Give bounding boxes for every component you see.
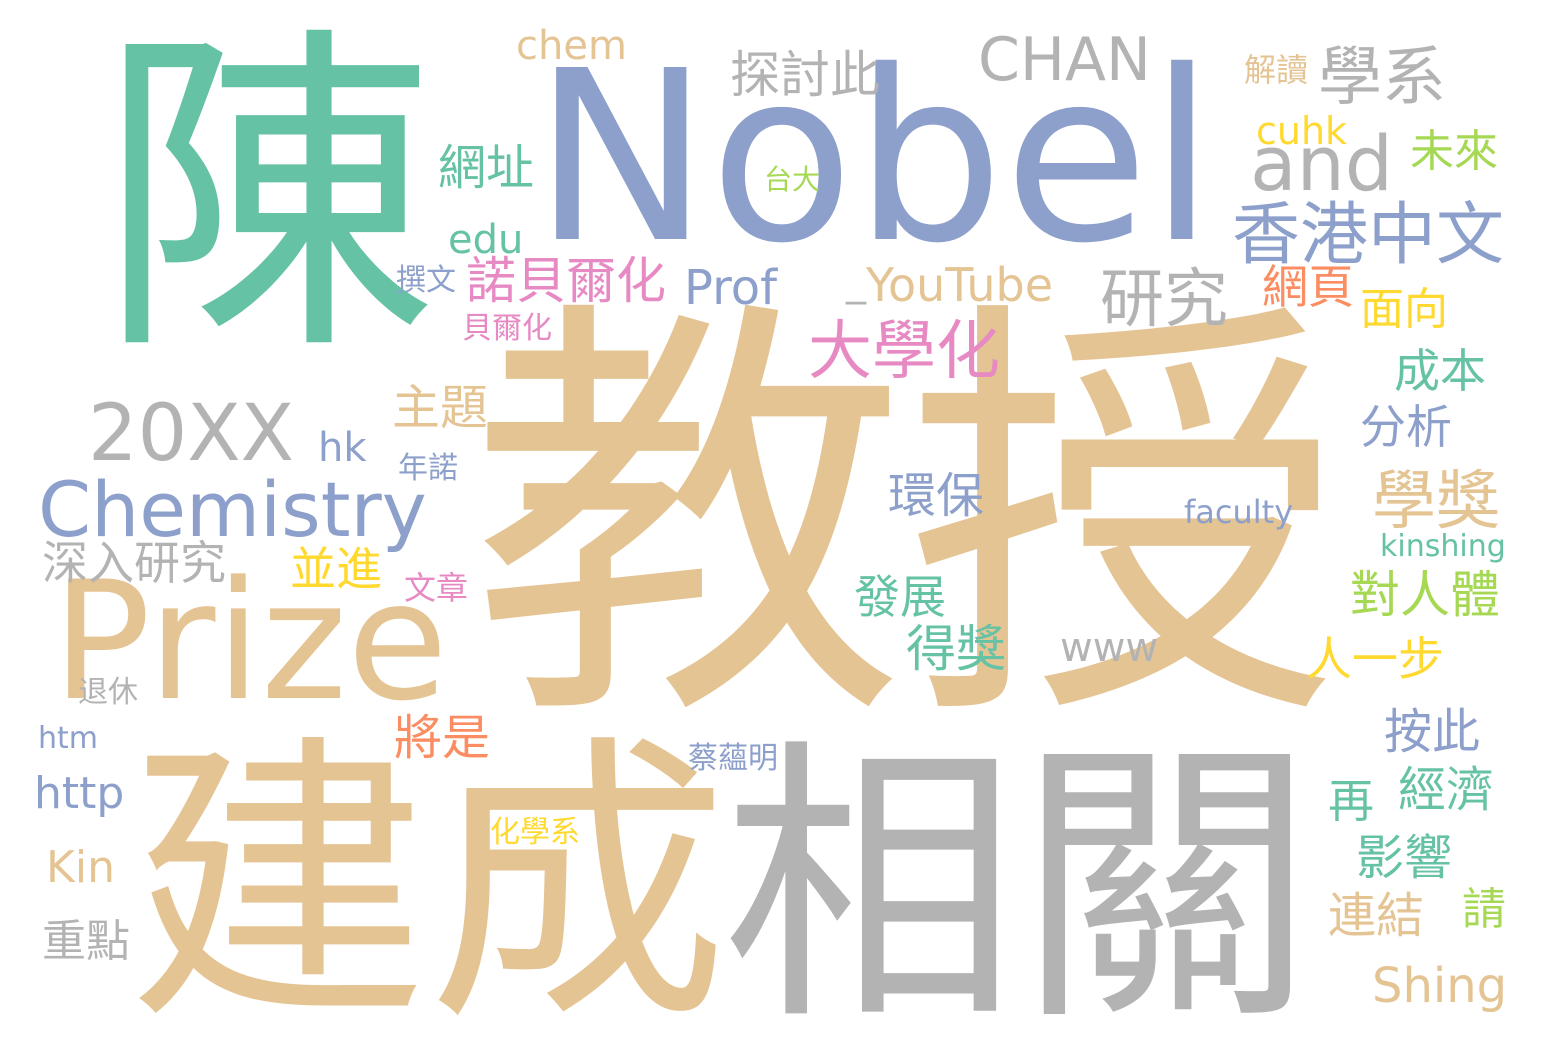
word-kin: Kin — [46, 842, 115, 893]
word-20xx: 20XX — [88, 389, 295, 479]
word-and: and — [1250, 119, 1393, 208]
word-http: http — [34, 768, 125, 819]
word-chengben: 成本 — [1394, 344, 1486, 398]
word-jingji: 經濟 — [1398, 762, 1495, 818]
word-xiangguan: 相關 — [722, 715, 1314, 1052]
word-daxuehua: 大學化 — [808, 315, 1000, 389]
word-htm: htm — [38, 721, 98, 756]
word-wenzhang: 文章 — [404, 569, 469, 607]
word-prize: Prize — [52, 546, 448, 737]
word-nianuo: 年諾 — [398, 451, 458, 486]
word-wangzhi: 網址 — [438, 140, 535, 196]
word-xuexi: 學系 — [1318, 41, 1446, 115]
word-dejiang: 得獎 — [906, 620, 1006, 678]
word-zai: 再 — [1328, 774, 1374, 828]
word-shing: Shing — [1372, 958, 1508, 1014]
word-nuobeierhua: 諾貝爾化 — [466, 252, 666, 310]
word-beierhua: 貝爾化 — [462, 311, 552, 346]
word-jiedu: 解讀 — [1244, 51, 1309, 89]
word-zhuti: 主題 — [392, 380, 489, 436]
word-edu: edu — [448, 217, 524, 263]
word-huaxuexi: 化學系 — [490, 815, 580, 850]
word-chan: CHAN — [978, 25, 1151, 95]
word-duirenti: 對人體 — [1350, 566, 1500, 624]
word-prof: Prof — [684, 260, 778, 316]
word-fazhan: 發展 — [854, 570, 946, 624]
word-zhuanwen: 撰文 — [396, 263, 456, 298]
word-jiaoshou: 教授 — [470, 266, 1342, 774]
word-cuhk: cuhk — [1256, 109, 1348, 153]
word-chen: 陳 — [98, 0, 438, 396]
word-www: www — [1060, 625, 1159, 671]
word-lianjie: 連結 — [1328, 888, 1425, 944]
word-chemistry: Chemistry — [38, 465, 427, 554]
word-chem: chem — [516, 23, 627, 69]
word-xuejiang: 學獎 — [1372, 465, 1500, 539]
word-anci: 按此 — [1384, 704, 1481, 760]
word-youtube: YouTube — [866, 258, 1054, 312]
word-underscore: _ — [846, 259, 866, 305]
word-xiangzhong: 香港中文 — [1232, 196, 1505, 275]
word-caiyunming: 蔡蘊明 — [688, 741, 778, 776]
word-jiangshi: 將是 — [394, 710, 491, 766]
word-taida: 台大 — [764, 163, 821, 196]
word-yanjiu: 研究 — [1100, 263, 1228, 337]
word-yingxiang: 影響 — [1356, 830, 1453, 886]
word-wangye: 網頁 — [1262, 260, 1354, 314]
word-shenruyanjiu: 深入研究 — [42, 536, 226, 590]
word-mianxiang: 面向 — [1360, 284, 1448, 335]
word-zhongdian: 重點 — [42, 916, 130, 967]
word-kinshing: kinshing — [1380, 529, 1506, 564]
word-fenxi: 分析 — [1360, 400, 1452, 454]
word-qing: 請 — [1462, 884, 1506, 935]
word-faculty: faculty — [1184, 493, 1294, 531]
word-tuixiu: 退休 — [78, 675, 138, 710]
word-jiancheng: 建成 — [128, 711, 728, 1052]
word-nobel: Nobel — [533, 20, 1215, 295]
word-weilai: 未來 — [1410, 126, 1498, 177]
word-tantaoci: 探討此 — [730, 46, 880, 104]
word-bingjin: 並進 — [290, 542, 382, 596]
word-huanbao: 環保 — [888, 468, 985, 524]
word-hk: hk — [318, 425, 367, 471]
word-renyibu: 人一步 — [1306, 632, 1444, 686]
